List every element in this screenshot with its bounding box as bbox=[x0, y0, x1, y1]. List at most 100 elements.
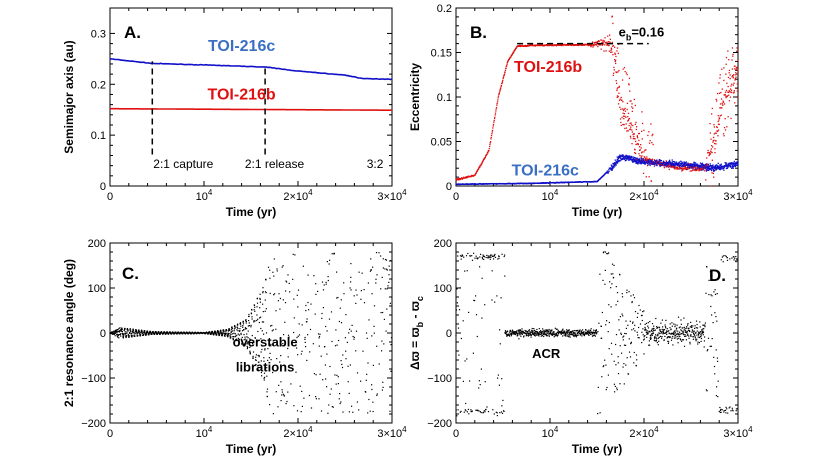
data-point bbox=[227, 335, 229, 337]
data-point bbox=[674, 335, 676, 337]
data-point-c bbox=[622, 158, 624, 160]
x-tick-base: 2×10 bbox=[283, 428, 308, 440]
data-point bbox=[232, 336, 234, 338]
data-point bbox=[536, 331, 538, 333]
data-point bbox=[300, 411, 302, 413]
data-point-b bbox=[670, 166, 672, 168]
data-point bbox=[220, 333, 223, 335]
data-point bbox=[330, 388, 332, 390]
data-point bbox=[681, 333, 683, 335]
data-point bbox=[369, 410, 371, 412]
data-point-b bbox=[717, 123, 720, 125]
data-point bbox=[529, 333, 531, 335]
data-point-c bbox=[737, 164, 739, 166]
data-point bbox=[258, 369, 260, 371]
data-point-c bbox=[691, 167, 693, 169]
data-point bbox=[533, 334, 535, 336]
data-point-b bbox=[609, 34, 611, 36]
data-point bbox=[657, 333, 659, 335]
data-point bbox=[491, 299, 493, 301]
data-point-b bbox=[641, 122, 644, 125]
data-point bbox=[504, 330, 506, 332]
data-point bbox=[468, 311, 470, 313]
data-point bbox=[158, 331, 160, 333]
data-point bbox=[646, 330, 648, 332]
data-point bbox=[149, 332, 151, 334]
data-point-c bbox=[668, 159, 671, 161]
data-point bbox=[677, 332, 679, 334]
data-point bbox=[270, 359, 272, 361]
data-point bbox=[680, 333, 682, 335]
data-point bbox=[239, 330, 241, 332]
data-point bbox=[386, 288, 388, 290]
data-point bbox=[644, 329, 646, 331]
data-point bbox=[621, 313, 623, 315]
data-point bbox=[136, 330, 138, 333]
data-point bbox=[356, 372, 359, 374]
data-point-b bbox=[683, 168, 685, 170]
data-point bbox=[627, 324, 629, 326]
data-point bbox=[133, 332, 135, 334]
data-point-b bbox=[617, 103, 620, 105]
data-point bbox=[649, 320, 651, 323]
data-point bbox=[616, 387, 618, 389]
data-point bbox=[650, 334, 652, 336]
data-point-c bbox=[725, 164, 727, 166]
data-point bbox=[550, 331, 552, 333]
data-point-b bbox=[481, 162, 483, 164]
data-point bbox=[361, 272, 363, 274]
data-point bbox=[667, 336, 669, 338]
data-point bbox=[455, 309, 457, 311]
data-point bbox=[324, 364, 326, 366]
data-point-c bbox=[680, 163, 683, 165]
data-point-c bbox=[660, 159, 662, 162]
data-point-b bbox=[635, 128, 637, 131]
data-point-b bbox=[729, 91, 731, 93]
data-point bbox=[381, 340, 383, 342]
x-tick-exp: 4 bbox=[402, 188, 407, 197]
data-point-c bbox=[617, 157, 620, 160]
data-point-c bbox=[618, 159, 620, 162]
data-point bbox=[322, 307, 324, 309]
data-point bbox=[355, 350, 357, 352]
data-point bbox=[696, 338, 698, 340]
x-tick-base: 0 bbox=[453, 428, 459, 440]
data-point bbox=[683, 326, 685, 328]
data-point bbox=[143, 332, 145, 334]
data-point bbox=[526, 330, 528, 332]
data-point-c bbox=[720, 167, 722, 169]
data-point bbox=[697, 336, 699, 338]
data-point bbox=[677, 330, 679, 332]
data-point-b bbox=[615, 59, 617, 61]
data-point-b bbox=[719, 115, 721, 117]
data-point bbox=[533, 333, 535, 335]
data-point bbox=[608, 321, 610, 324]
data-point bbox=[647, 332, 649, 334]
data-point bbox=[517, 333, 519, 335]
data-point bbox=[249, 346, 251, 348]
data-point-b bbox=[701, 168, 704, 170]
data-point-b bbox=[710, 151, 712, 153]
data-point bbox=[619, 383, 621, 385]
data-point bbox=[538, 328, 540, 330]
data-point-b bbox=[603, 41, 605, 43]
data-point-b bbox=[725, 73, 727, 75]
data-point bbox=[128, 332, 131, 334]
data-point bbox=[590, 333, 592, 335]
data-point bbox=[665, 332, 667, 334]
data-point-b bbox=[612, 54, 614, 56]
data-point bbox=[595, 329, 597, 331]
data-point-b bbox=[721, 102, 723, 104]
data-point bbox=[645, 322, 648, 324]
data-point-b bbox=[621, 79, 624, 81]
data-point bbox=[238, 339, 240, 341]
data-point bbox=[528, 331, 530, 333]
data-point-b bbox=[716, 126, 718, 129]
data-point-b bbox=[496, 101, 499, 103]
data-point-b bbox=[601, 44, 604, 46]
data-point-c bbox=[684, 162, 686, 164]
data-point bbox=[719, 409, 722, 411]
data-point bbox=[686, 326, 688, 328]
data-point bbox=[697, 333, 699, 335]
data-point bbox=[636, 359, 638, 361]
